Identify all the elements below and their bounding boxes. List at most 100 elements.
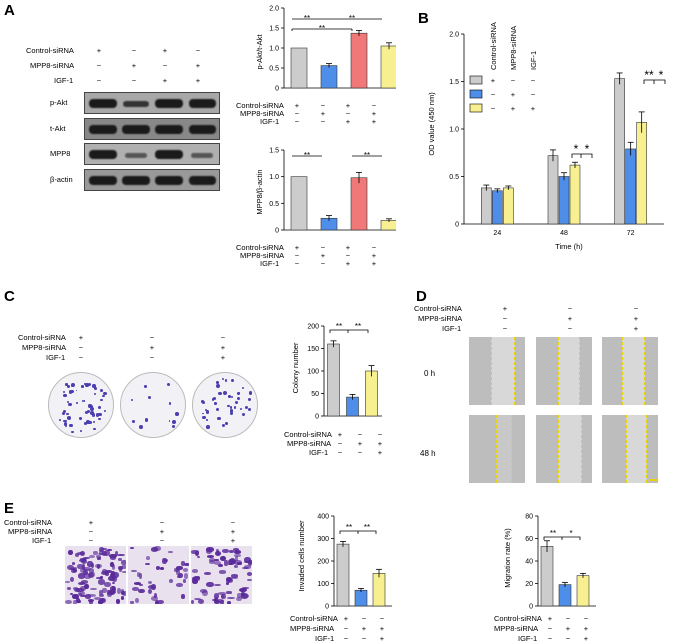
invaded-cell — [122, 570, 126, 573]
legend-header-igf: IGF-1 — [529, 51, 538, 70]
blot-band — [189, 125, 216, 134]
invaded-cell — [108, 575, 115, 582]
sign: + — [320, 109, 326, 118]
colony-dot — [230, 378, 235, 382]
invaded-cell — [214, 550, 222, 557]
colony-dot — [79, 430, 82, 432]
bar — [503, 187, 514, 225]
bar — [350, 32, 368, 89]
row-label-control: Control-siRNA — [26, 46, 74, 55]
invaded-cell — [132, 586, 140, 592]
sign: − — [294, 251, 300, 260]
sign: − — [88, 536, 94, 545]
colony-dot — [245, 405, 249, 410]
colony-dot — [65, 424, 68, 428]
bar — [350, 177, 368, 231]
colony-dot — [75, 389, 78, 392]
chart-e2: Migration rate (%) 0 20 40 60 80 ** * — [503, 514, 596, 611]
y-tick-label: 20 — [525, 581, 533, 588]
colony-dot — [238, 391, 240, 394]
sign: − — [131, 76, 137, 85]
sign: − — [343, 634, 349, 643]
invaded-cell — [162, 557, 167, 564]
colony-dot — [98, 406, 102, 410]
panel-letter-b: B — [418, 10, 429, 27]
colony-dot — [206, 424, 210, 429]
invaded-cell — [220, 555, 227, 562]
invaded-cell — [228, 559, 237, 564]
sign: − — [345, 109, 351, 118]
sign: − — [337, 439, 343, 448]
y-tick-label: 100 — [307, 369, 319, 376]
chart-b-legend: Control-siRNA MPP8-siRNA IGF-1 + − − − +… — [469, 22, 538, 113]
sign: + — [320, 251, 326, 260]
wound-gap — [496, 415, 512, 483]
invaded-cell — [118, 557, 122, 561]
transwell-image — [64, 545, 127, 605]
blot-band — [89, 176, 117, 185]
invaded-cell — [197, 598, 205, 604]
colony-dot — [221, 377, 225, 381]
xrow-label-control: Control-siRNA — [236, 243, 284, 252]
row-label-control: Control-siRNA — [414, 304, 462, 313]
legend-swatch-gray — [469, 75, 483, 85]
wound-image — [601, 414, 659, 484]
sign: + — [220, 343, 226, 352]
sign: − — [320, 101, 326, 110]
invaded-cell — [81, 564, 86, 570]
y-tick-label: 0.5 — [269, 66, 279, 73]
wound-gap — [558, 337, 580, 405]
invaded-cell — [93, 596, 102, 600]
invaded-cell — [130, 600, 134, 604]
x-tick-label: 72 — [627, 230, 635, 237]
colony-dot — [201, 400, 204, 404]
invaded-cell — [238, 587, 247, 593]
sign: − — [337, 448, 343, 457]
sign: − — [195, 46, 201, 55]
y-tick-label: 2.0 — [269, 6, 279, 13]
invaded-cell — [237, 593, 242, 598]
invaded-cell — [206, 555, 214, 558]
panel-letter-e: E — [4, 500, 15, 517]
sign: + — [511, 90, 516, 99]
invaded-cell — [206, 581, 214, 587]
colony-dot — [98, 412, 102, 417]
invaded-cell — [221, 594, 226, 600]
invaded-cell — [196, 555, 201, 559]
sig-mark: ** — [644, 68, 654, 82]
y-tick-label: 0 — [529, 604, 533, 611]
y-tick-label: 0 — [315, 414, 319, 421]
colony-dot — [205, 410, 209, 414]
sign: − — [357, 448, 363, 457]
invaded-cell — [77, 599, 81, 604]
panel-letter-c: C — [4, 288, 15, 305]
invaded-cell — [83, 569, 88, 576]
invaded-cell — [214, 593, 220, 600]
invaded-cell — [109, 561, 114, 567]
colony-dot — [95, 413, 99, 417]
invaded-cell — [154, 600, 160, 604]
chart-e2-ylabel: Migration rate (%) — [503, 528, 512, 588]
wound-image — [601, 336, 659, 406]
invaded-cell — [109, 556, 117, 561]
sign: + — [162, 46, 168, 55]
legend-swatch-blue — [469, 89, 483, 99]
sign: − — [379, 614, 385, 623]
chart-e2-plot: 0 20 40 60 80 — [525, 514, 596, 611]
colony-dot — [65, 383, 68, 386]
sign: + — [345, 101, 351, 110]
sign: + — [294, 101, 300, 110]
colony-dot — [92, 427, 96, 431]
invaded-cell — [145, 555, 150, 560]
colony-dot — [63, 410, 67, 414]
sign: + — [377, 439, 383, 448]
invaded-cell — [97, 557, 101, 560]
invaded-cell — [89, 587, 98, 591]
sig-brackets — [329, 329, 369, 333]
colony-dot — [216, 381, 219, 384]
chart-b-plot: 0 0.5 1.0 1.5 2.0 24 48 72 — [449, 32, 664, 237]
colony-dot — [78, 417, 82, 421]
chart-b-ylabel: OD value (450 nm) — [427, 92, 436, 156]
legend-header-control: Control-siRNA — [489, 22, 498, 70]
row-label-igf: IGF-1 — [54, 76, 74, 85]
